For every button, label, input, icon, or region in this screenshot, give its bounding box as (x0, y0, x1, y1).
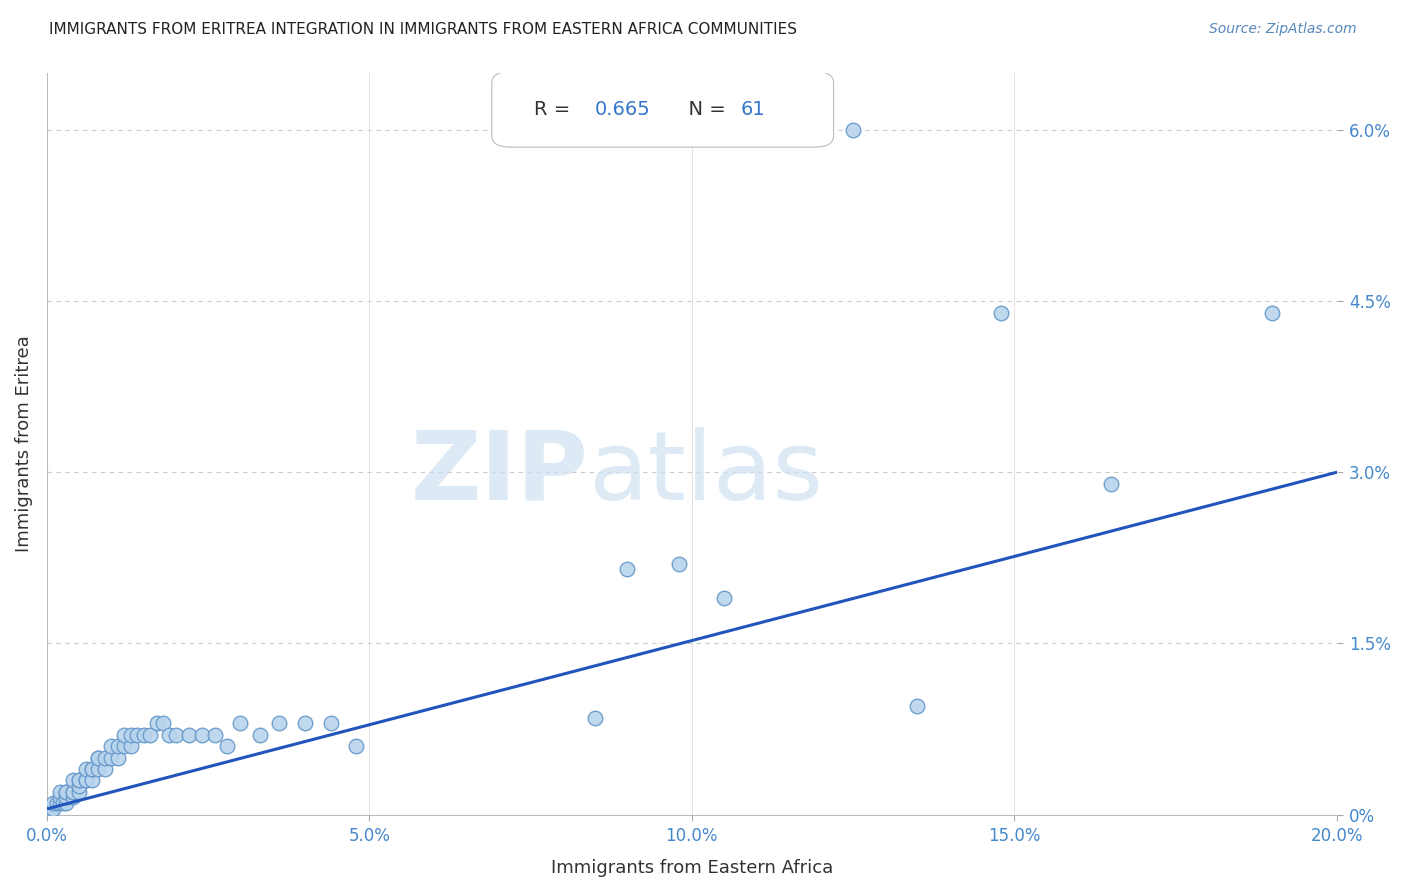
Point (583, 711, 606, 725)
Point (100, 739, 122, 753)
Point (94, 762, 117, 776)
Point (67, 779, 90, 793)
Point (139, 728, 162, 742)
Point (87, 750, 110, 764)
Point (87, 762, 110, 776)
Point (294, 716, 316, 731)
Point (67, 773, 90, 788)
Point (190, 728, 212, 742)
Point (127, 728, 149, 742)
Point (112, 739, 135, 753)
Text: ZIP: ZIP (411, 427, 589, 520)
Point (80, 762, 103, 776)
Point (39, 802, 62, 816)
Point (42, 796, 65, 810)
Point (120, 739, 142, 753)
Point (52, 796, 75, 810)
Point (668, 557, 690, 571)
Point (49, 796, 72, 810)
Point (204, 728, 226, 742)
Point (120, 728, 142, 742)
Point (75, 773, 97, 788)
Text: 61: 61 (741, 100, 765, 119)
Point (62, 773, 84, 788)
Text: Source: ZipAtlas.com: Source: ZipAtlas.com (1209, 22, 1357, 37)
Point (344, 739, 367, 753)
Text: R =: R = (534, 100, 576, 119)
Text: IMMIGRANTS FROM ERITREA INTEGRATION IN IMMIGRANTS FROM EASTERN AFRICA COMMUNITIE: IMMIGRANTS FROM ERITREA INTEGRATION IN I… (49, 22, 797, 37)
Point (100, 750, 122, 764)
Text: N =: N = (676, 100, 733, 119)
Point (616, 562, 638, 576)
Point (87, 750, 110, 764)
Point (229, 716, 252, 731)
Point (177, 728, 200, 742)
Point (107, 750, 129, 764)
Point (55, 785, 77, 799)
Point (75, 762, 97, 776)
Point (80, 773, 103, 788)
Point (713, 591, 735, 605)
Point (94, 750, 117, 764)
Point (107, 739, 129, 753)
Point (905, 699, 928, 714)
Y-axis label: Immigrants from Eritrea: Immigrants from Eritrea (15, 335, 32, 552)
Point (132, 728, 155, 742)
Point (42, 802, 65, 816)
Point (145, 716, 167, 731)
Point (267, 716, 290, 731)
Point (67, 773, 90, 788)
Point (990, 305, 1012, 319)
Text: atlas: atlas (589, 427, 824, 520)
Point (249, 728, 271, 742)
Point (62, 785, 84, 799)
FancyBboxPatch shape (492, 71, 834, 147)
Point (62, 785, 84, 799)
Point (319, 716, 342, 731)
Point (217, 739, 239, 753)
Point (55, 785, 77, 799)
Point (165, 728, 187, 742)
Point (75, 773, 97, 788)
Point (152, 716, 174, 731)
Point (49, 790, 72, 805)
Point (55, 790, 77, 805)
Point (157, 728, 180, 742)
Point (80, 762, 103, 776)
Point (62, 790, 84, 805)
X-axis label: Immigrants from Eastern Africa: Immigrants from Eastern Africa (551, 859, 832, 877)
Text: 0.665: 0.665 (595, 100, 651, 119)
Point (45, 796, 67, 810)
Point (112, 728, 135, 742)
Point (1261, 305, 1284, 319)
Point (55, 796, 77, 810)
Point (842, 123, 865, 137)
Point (49, 785, 72, 799)
Point (1099, 476, 1122, 491)
Point (67, 785, 90, 799)
